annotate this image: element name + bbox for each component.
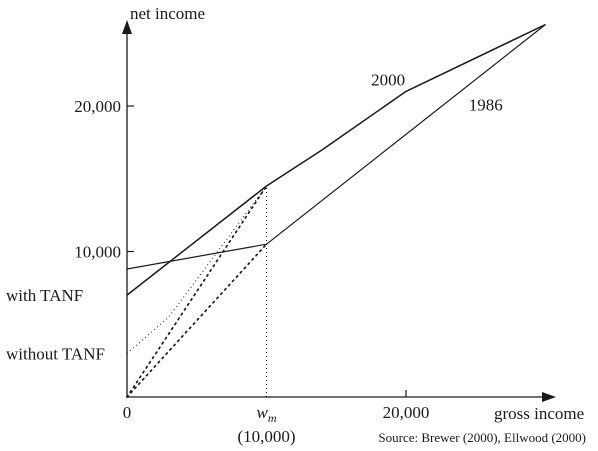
y-axis-label: net income	[130, 4, 205, 23]
x-tick-label: wm	[256, 403, 276, 425]
series-line-1	[126, 24, 546, 270]
series-label-1986: 1986	[469, 95, 503, 114]
series-line-0	[126, 23, 546, 296]
x-tick-extra-label: (10,000)	[237, 427, 295, 446]
series-line-2	[126, 185, 267, 354]
series	[126, 23, 546, 398]
series-label-2000: 2000	[371, 71, 405, 90]
y-marker-label: without TANF	[6, 344, 105, 363]
x-tick-label: 20,000	[383, 403, 430, 422]
annotations: 2000 1986	[371, 71, 503, 115]
source-note: Source: Brewer (2000), Ellwood (2000)	[378, 430, 586, 445]
x-axis-label: gross income	[494, 404, 584, 423]
y-axis	[122, 20, 132, 397]
series-line-3	[126, 185, 268, 398]
ticks: 10,000 20,000 with TANF without TANF 0 wm (10,…	[6, 97, 429, 446]
x-tick-label: 0	[123, 403, 132, 422]
y-tick-label: 20,000	[74, 97, 121, 116]
y-tick-label: 10,000	[74, 243, 121, 262]
series-line-4	[126, 243, 268, 398]
y-marker-label: with TANF	[6, 286, 83, 305]
x-axis	[127, 392, 556, 402]
